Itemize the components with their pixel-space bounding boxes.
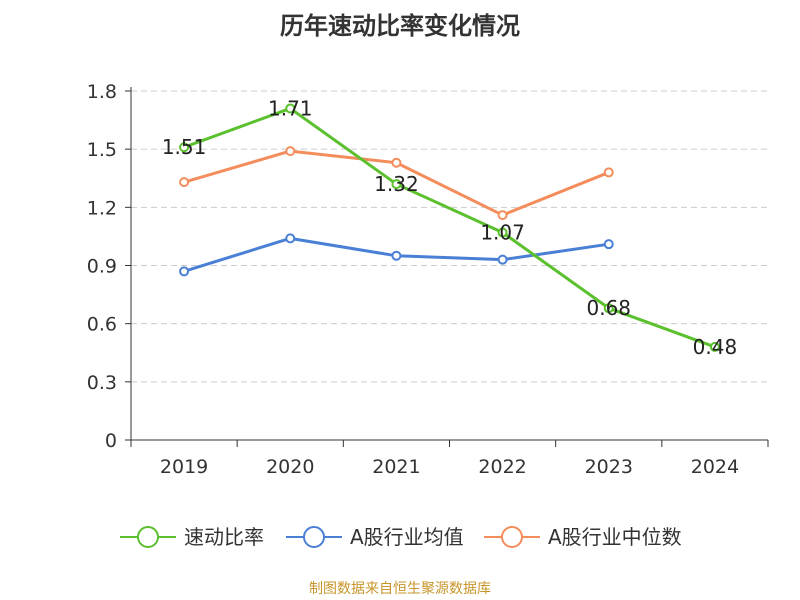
- series-line: [183, 106, 716, 349]
- data-point: [285, 103, 296, 114]
- legend: 速动比率 A股行业均值 A股行业中位数: [120, 525, 682, 549]
- data-label: 1.32: [374, 172, 419, 196]
- data-point: [603, 303, 614, 314]
- legend-marker: [303, 526, 325, 548]
- y-tick-label: 1.2: [87, 197, 117, 219]
- data-point: [603, 167, 614, 178]
- legend-marker: [501, 526, 523, 548]
- y-tick-label: 0.3: [87, 372, 117, 394]
- data-label: 1.07: [480, 221, 525, 245]
- data-point: [285, 146, 296, 157]
- x-tick-label: 2019: [160, 456, 208, 478]
- chart-title: 历年速动比率变化情况: [280, 12, 520, 40]
- data-labels: 1.51 1.71 1.32 1.07 0.68 0.48: [162, 96, 737, 358]
- data-point: [391, 250, 402, 261]
- data-point: [497, 254, 508, 265]
- data-label: 1.71: [268, 96, 313, 120]
- data-point: [709, 341, 720, 352]
- data-point: [391, 179, 402, 190]
- x-tick-label: 2024: [691, 456, 739, 478]
- legend-label: 速动比率: [184, 525, 264, 549]
- source-note: 制图数据来自恒生聚源数据库: [309, 581, 491, 597]
- data-point: [179, 142, 190, 153]
- axes: 0 0.3 0.6 0.9 1.2 1.5 1.8 2019 2020 2021 2022 2023 2…: [87, 81, 769, 478]
- grid-lines: [131, 90, 768, 383]
- y-tick-label: 1.8: [87, 81, 117, 103]
- legend-item: 速动比率: [120, 525, 264, 549]
- x-tick-label: 2023: [585, 456, 633, 478]
- series-group: [179, 103, 720, 352]
- legend-label: A股行业均值: [350, 525, 464, 549]
- data-label: 0.48: [693, 335, 738, 359]
- y-tick-label: 0.9: [87, 256, 117, 278]
- legend-item: A股行业均值: [286, 525, 464, 549]
- y-tick-label: 0.6: [87, 314, 117, 336]
- y-tick-label: 1.5: [87, 139, 117, 161]
- data-point: [179, 177, 190, 188]
- data-point: [285, 233, 296, 244]
- data-point: [603, 239, 614, 250]
- legend-item: A股行业中位数: [484, 525, 682, 549]
- legend-marker: [137, 526, 159, 548]
- data-point: [497, 227, 508, 238]
- data-point: [179, 266, 190, 277]
- x-tick-label: 2021: [372, 456, 420, 478]
- legend-label: A股行业中位数: [548, 525, 682, 549]
- y-tick-label: 0: [105, 430, 117, 452]
- data-label: 1.51: [162, 135, 207, 159]
- data-label: 0.68: [586, 296, 631, 320]
- data-point: [391, 157, 402, 168]
- data-point: [497, 210, 508, 221]
- x-tick-label: 2022: [478, 456, 526, 478]
- x-tick-label: 2020: [266, 456, 314, 478]
